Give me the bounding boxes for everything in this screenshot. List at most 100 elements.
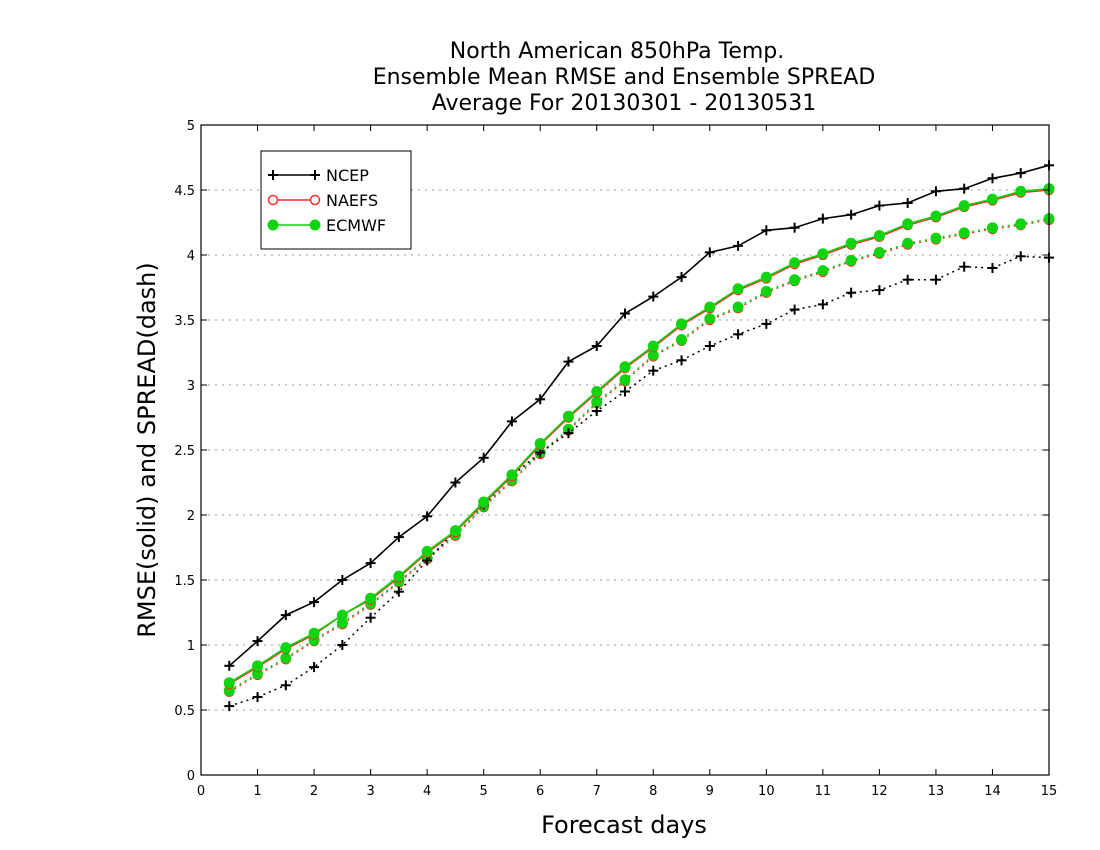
ncep-spread-point	[846, 287, 857, 298]
x-tick-label: 2	[310, 784, 318, 799]
ecmwf-rmse-point	[591, 386, 603, 397]
spread-series-layer	[223, 213, 1055, 712]
ncep-rmse-point	[761, 225, 772, 236]
ecmwf-rmse-point	[393, 570, 405, 582]
ncep-spread-point	[648, 365, 659, 376]
ncep-spread-point	[676, 355, 687, 366]
ncep-rmse-point	[563, 356, 574, 367]
ncep-spread-point	[761, 318, 772, 329]
x-tick-label: 8	[649, 784, 657, 799]
ncep-spread-point	[591, 406, 602, 416]
y-tick-label: 1.5	[174, 574, 195, 589]
ncep-rmse-point	[846, 209, 857, 220]
ncep-spread-point	[789, 304, 800, 315]
ecmwf-rmse-point	[760, 271, 772, 283]
ncep-spread-point	[224, 701, 235, 712]
ncep-spread-point	[365, 612, 376, 623]
ecmwf-spread-point	[789, 274, 801, 286]
rmse-series-layer	[223, 160, 1055, 690]
ncep-rmse-point	[280, 610, 291, 621]
ecmwf-spread-point	[958, 227, 970, 239]
ecmwf-spread-point	[930, 232, 942, 244]
ecmwf-rmse-point	[562, 410, 574, 422]
ncep-spread-point	[733, 329, 744, 340]
ecmwf-rmse-point	[534, 438, 546, 449]
x-tick-label: 14	[984, 784, 1001, 799]
x-tick-label: 3	[366, 784, 374, 799]
ecmwf-spread-point	[760, 285, 772, 297]
ecmwf-rmse-point	[958, 200, 970, 212]
ncep-rmse-point	[930, 186, 941, 197]
ncep-spread-point	[280, 680, 291, 691]
y-tick-label: 1	[187, 639, 195, 654]
x-tick-label: 9	[706, 784, 714, 799]
ncep-spread-point	[987, 263, 998, 273]
ncep-rmse-point	[393, 532, 404, 543]
x-tick-label: 11	[815, 784, 832, 799]
y-tick-label: 0	[187, 769, 195, 784]
ncep-rmse-point	[676, 272, 687, 283]
ncep-spread-point	[930, 274, 941, 285]
ncep-rmse-point	[902, 198, 913, 208]
y-tick-label: 3	[187, 379, 195, 394]
ecmwf-rmse-point	[619, 361, 631, 373]
ncep-rmse-point	[987, 173, 998, 184]
naefs-spread-line	[228, 219, 1050, 693]
ncep-spread-point	[337, 640, 348, 650]
y-tick-label: 4.5	[174, 184, 195, 199]
ecmwf-spread-point	[704, 313, 716, 325]
ecmwf-rmse-point	[308, 627, 320, 639]
ncep-spread-point	[902, 274, 913, 285]
ncep-spread-point	[704, 341, 715, 351]
legend-marker-naefs	[309, 194, 321, 206]
ncep-spread-point	[620, 386, 630, 397]
x-tick-label: 12	[871, 784, 888, 799]
ecmwf-rmse-point	[986, 193, 998, 205]
ecmwf-rmse-line	[228, 187, 1050, 684]
ecmwf-spread-point	[902, 237, 914, 249]
ncep-spread-point	[393, 586, 404, 597]
ncep-rmse-point	[959, 183, 970, 194]
ecmwf-rmse-point	[280, 642, 292, 654]
ncep-rmse-point	[450, 477, 461, 488]
ecmwf-spread-point	[873, 246, 885, 258]
y-tick-label: 4	[187, 249, 195, 264]
ncep-rmse-point	[478, 452, 489, 463]
ecmwf-spread-point	[280, 652, 292, 664]
legend-marker-ecmwf	[267, 219, 279, 231]
ncep-spread-point	[563, 428, 574, 439]
legend: NCEP NAEFS ECMWF	[260, 150, 412, 250]
ecmwf-rmse-point	[336, 609, 348, 621]
ecmwf-rmse-point	[647, 340, 659, 352]
ncep-rmse-point	[309, 597, 320, 608]
legend-label-ncep: NCEP	[326, 166, 369, 185]
ecmwf-rmse-point	[873, 230, 885, 241]
x-tick-label: 13	[928, 784, 945, 799]
ecmwf-rmse-point	[902, 218, 914, 230]
ncep-rmse-point	[817, 213, 828, 224]
ecmwf-rmse-point	[817, 248, 829, 260]
ecmwf-rmse-point	[449, 525, 461, 537]
ncep-rmse-point	[733, 240, 744, 251]
ecmwf-spread-point	[619, 374, 631, 386]
x-tick-label: 6	[536, 784, 544, 799]
ecmwf-rmse-point	[930, 210, 942, 222]
x-tick-label: 5	[480, 784, 488, 799]
ecmwf-rmse-point	[365, 592, 377, 604]
ncep-spread-point	[959, 261, 970, 272]
ncep-rmse-point	[337, 575, 348, 585]
ncep-spread-point	[817, 299, 828, 310]
ncep-spread-point	[309, 662, 320, 673]
ecmwf-spread-point	[817, 265, 829, 277]
title-line-2: Ensemble Mean RMSE and Ensemble SPREAD	[373, 65, 876, 90]
title-line-1: North American 850hPa Temp.	[450, 39, 785, 64]
ncep-spread-point	[252, 692, 263, 702]
legend-marker-ecmwf	[309, 219, 321, 231]
ncep-rmse-point	[1015, 168, 1026, 179]
ecmwf-rmse-point	[789, 257, 801, 269]
legend-marker-naefs	[267, 194, 279, 206]
y-tick-label: 5	[187, 119, 195, 134]
ecmwf-rmse-point	[421, 545, 433, 557]
ncep-spread-line	[229, 255, 1050, 707]
ecmwf-rmse-point	[676, 318, 688, 330]
